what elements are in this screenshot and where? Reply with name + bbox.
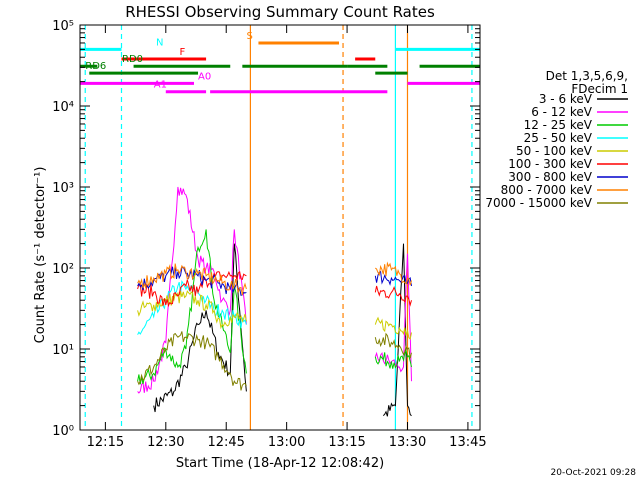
axes-layer: 12:15 12:30 12:45 13:00 13:15 13:30 13:45 10⁰ 10… — [52, 19, 486, 450]
series-line-2-0 — [137, 229, 247, 385]
y-tick-label-0: 10⁰ — [52, 424, 74, 439]
x-tick-label-6: 13:45 — [449, 435, 486, 450]
series-line-2-1 — [374, 349, 412, 369]
series-line-7-1 — [374, 261, 412, 286]
x-axis-label: Start Time (18-Apr-12 12:08:42) — [176, 456, 384, 471]
x-tick-label-4: 13:15 — [328, 435, 365, 450]
flag-label-0: N — [156, 37, 163, 48]
y-tick-label-1: 10¹ — [52, 343, 74, 358]
series-line-7-0 — [137, 263, 247, 296]
x-tick-label-1: 12:30 — [147, 435, 184, 450]
x-tick-label-0: 12:15 — [87, 435, 124, 450]
series-layer — [137, 186, 412, 417]
flag-label-6: A1 — [154, 80, 167, 91]
legend-label-1: 6 - 12 keV — [531, 105, 593, 119]
legend-header-line-2: FDecim 1 — [571, 82, 628, 96]
plot-frame — [79, 24, 481, 431]
series-line-8-1 — [374, 332, 412, 359]
series-line-5-1 — [374, 285, 412, 307]
legend-label-2: 12 - 25 keV — [524, 118, 593, 132]
flag-label-4: RD6 — [85, 61, 106, 72]
x-tick-label-3: 13:00 — [268, 435, 305, 450]
y-axis-label: Count Rate (s⁻¹ detector⁻¹) — [33, 167, 48, 344]
series-line-8-0 — [137, 331, 247, 391]
x-tick-label-5: 13:30 — [389, 435, 426, 450]
series-line-5-0 — [137, 270, 247, 308]
series-line-6-1 — [374, 270, 412, 287]
series-line-4-1 — [374, 316, 412, 341]
flag-bars-layer: N S F RD0 RD6 A0 A1 — [80, 31, 480, 94]
y-tick-label-2: 10² — [52, 262, 74, 277]
legend-header-line-1: Det 1,3,5,6,9, — [546, 69, 628, 83]
legend-label-0: 3 - 6 keV — [539, 92, 593, 106]
legend-label-4: 50 - 100 keV — [516, 144, 593, 158]
flag-label-5: A0 — [198, 71, 211, 82]
flag-label-2: F — [179, 47, 185, 58]
legend-label-6: 300 - 800 keV — [508, 170, 592, 184]
x-tick-label-2: 12:45 — [207, 435, 244, 450]
legend-label-5: 100 - 300 keV — [508, 157, 592, 171]
series-line-1-1 — [374, 253, 412, 382]
legend-label-8: 7000 - 15000 keV — [485, 196, 592, 210]
chart-title: RHESSI Observing Summary Count Rates — [125, 3, 435, 21]
flag-label-3: RD0 — [122, 54, 143, 65]
legend-label-7: 800 - 7000 keV — [501, 183, 593, 197]
legend-label-3: 25 - 50 keV — [524, 131, 593, 145]
vertical-markers-layer — [84, 25, 473, 430]
plot-timestamp: 20-Oct-2021 09:28 — [551, 468, 637, 478]
flag-label-1: S — [246, 31, 252, 42]
y-tick-label-3: 10³ — [52, 181, 74, 196]
y-tick-label-5: 10⁵ — [52, 19, 74, 34]
y-tick-label-4: 10⁴ — [52, 100, 74, 115]
series-line-0-0 — [153, 243, 247, 413]
series-line-4-0 — [137, 290, 247, 330]
